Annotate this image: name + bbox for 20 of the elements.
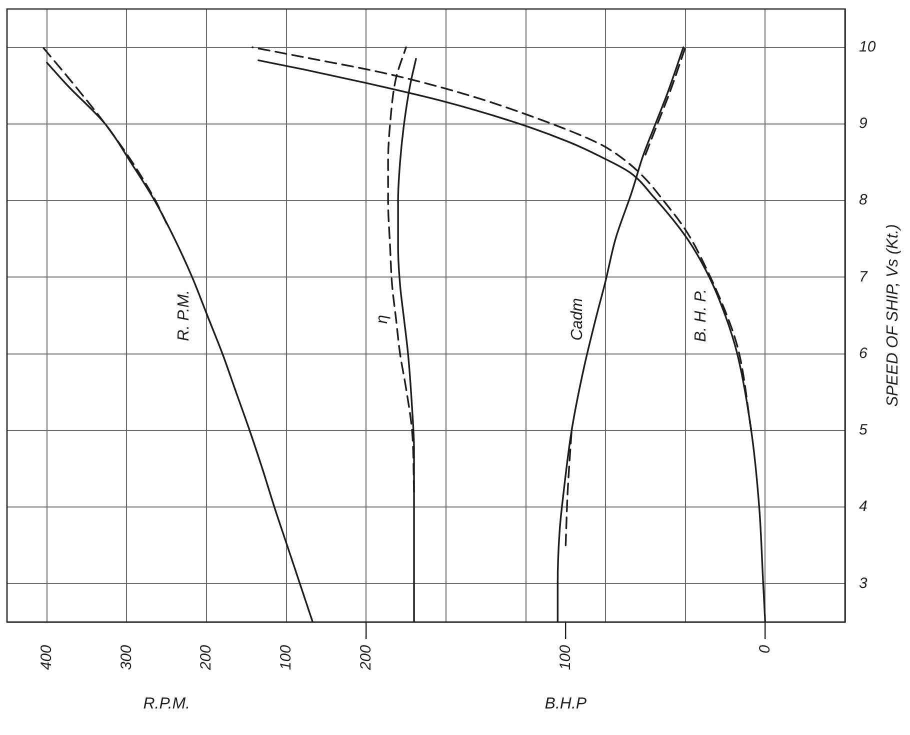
- x-tick-label: 200: [198, 644, 215, 672]
- y-tick-label: 6: [859, 344, 868, 362]
- y-tick-label: 10: [859, 38, 876, 56]
- x2-tick-label: 0: [756, 644, 774, 654]
- x2-axis-title: B.H.P: [544, 695, 587, 712]
- x-tick-label: 400: [38, 644, 56, 670]
- text: B. H. P.: [692, 288, 710, 342]
- y-tick-label: 5: [859, 422, 868, 439]
- x-tick-label: 100: [278, 644, 295, 670]
- text: R. P.M.: [176, 290, 193, 342]
- y-tick-label: 9: [859, 115, 868, 132]
- y-tick-label: 4: [859, 498, 868, 516]
- text: Cadm: [568, 298, 586, 341]
- y-tick-label: 3: [859, 574, 868, 592]
- text: η: [374, 314, 392, 324]
- y-tick-label: 8: [859, 192, 868, 209]
- x-tick-label: 300: [118, 644, 135, 670]
- x-axis-title: R.P.M.: [143, 695, 190, 712]
- y-tick-label: 7: [859, 268, 868, 286]
- y-axis-title: SPEED OF SHIP, Vs (Kt.): [884, 224, 902, 407]
